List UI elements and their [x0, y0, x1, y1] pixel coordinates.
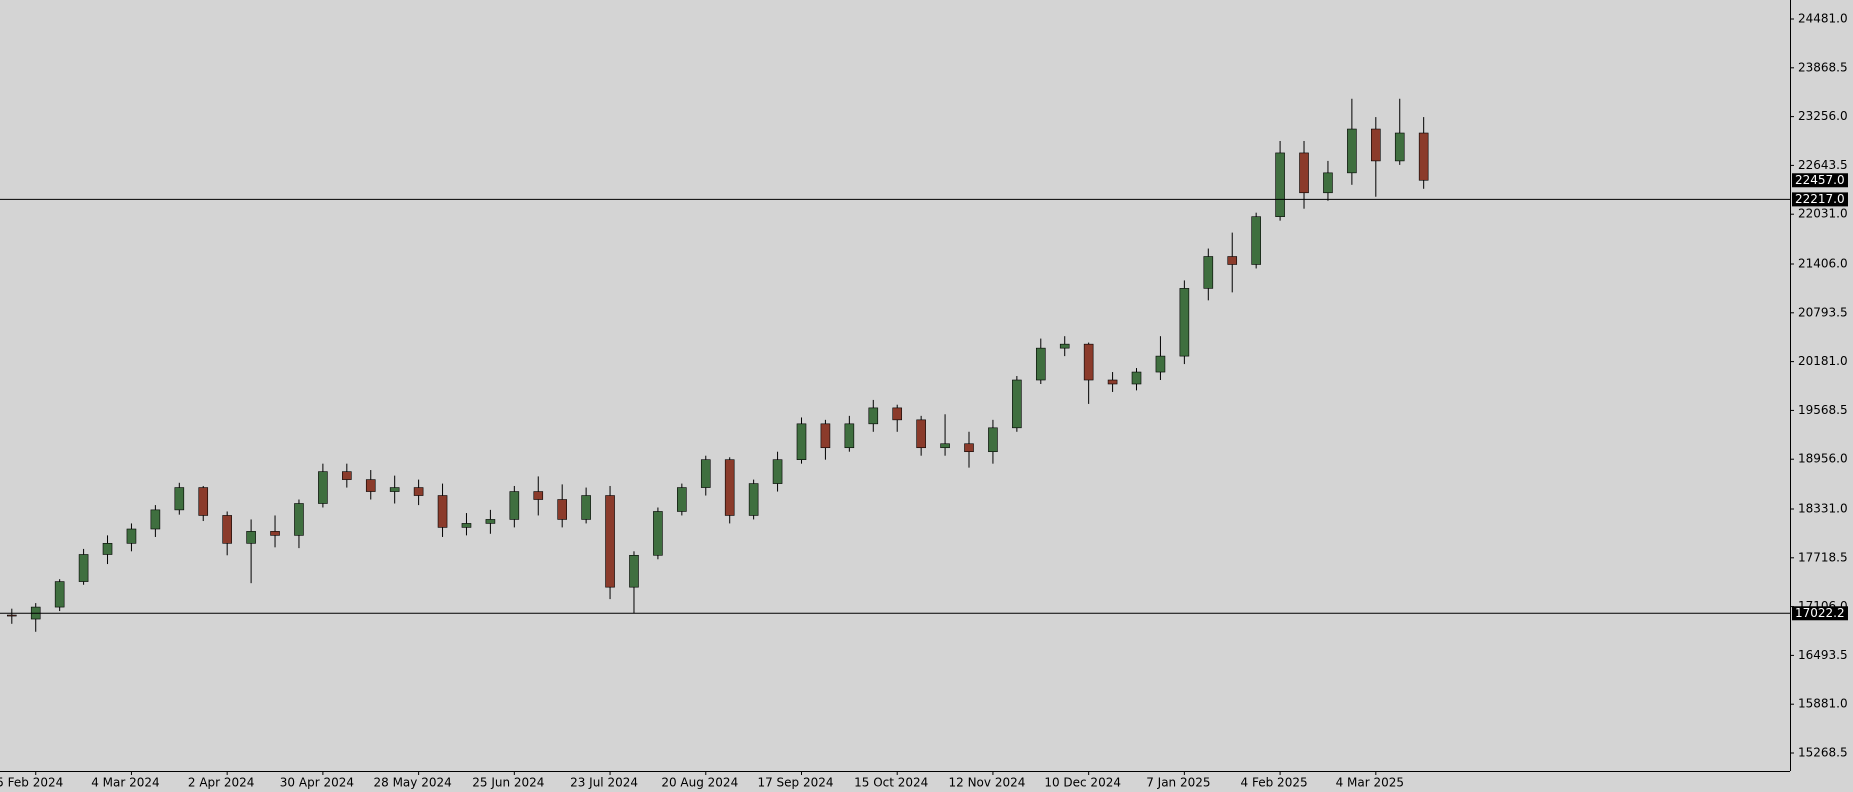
candle-body — [1107, 379, 1118, 385]
candle-body — [389, 487, 400, 492]
candle-body — [1227, 256, 1238, 265]
x-tick-label: 12 Nov 2024 — [949, 776, 1026, 790]
candle-body — [1394, 132, 1405, 162]
y-tick-label: 24481.0 — [1798, 12, 1848, 26]
candle-body — [7, 614, 17, 617]
candle-body — [413, 487, 424, 496]
y-tick-label: 18956.0 — [1798, 452, 1848, 466]
y-tick-label: 15268.5 — [1798, 746, 1848, 760]
candle-body — [461, 523, 472, 528]
x-tick-label: 4 Mar 2025 — [1336, 776, 1404, 790]
candle-body — [1371, 128, 1381, 162]
candle-body — [677, 487, 687, 512]
candle-body — [892, 407, 903, 421]
candle-body — [653, 511, 663, 556]
candle-body — [246, 531, 256, 544]
candle-body — [1035, 347, 1046, 381]
price-label: 22217.0 — [1795, 192, 1845, 206]
price-label: 17022.2 — [1795, 606, 1845, 620]
x-tick-label: 4 Feb 2025 — [1241, 776, 1308, 790]
candle-body — [1323, 172, 1333, 194]
candle-body — [988, 427, 998, 453]
y-tick-label: 20181.0 — [1798, 354, 1848, 368]
candle-body — [198, 487, 209, 516]
candle-body — [581, 495, 591, 520]
candle-body — [940, 443, 950, 449]
candle-body — [629, 554, 639, 588]
y-tick-label: 17718.5 — [1798, 550, 1848, 564]
candle-body — [365, 479, 376, 492]
candle-body — [1418, 132, 1429, 181]
y-tick-label: 23256.0 — [1798, 109, 1848, 123]
candle-body — [150, 509, 161, 530]
candle-body — [1179, 288, 1190, 357]
candle-body — [916, 419, 926, 449]
candle-body — [1083, 343, 1094, 381]
candle-body — [1275, 152, 1285, 217]
y-tick-label: 21406.0 — [1798, 257, 1848, 271]
y-tick-label: 22031.0 — [1798, 207, 1848, 221]
candle-body — [1203, 256, 1214, 289]
candle-body — [605, 495, 615, 588]
x-tick-label: 10 Dec 2024 — [1044, 776, 1121, 790]
x-tick-label: 17 Sep 2024 — [757, 776, 833, 790]
x-tick-label: 4 Mar 2024 — [91, 776, 159, 790]
candle-body — [1299, 152, 1309, 194]
candle-body — [126, 528, 137, 544]
candle-body — [700, 459, 711, 488]
x-tick-label: 5 Feb 2024 — [0, 776, 63, 790]
x-tick-label: 30 Apr 2024 — [280, 776, 354, 790]
candle-body — [485, 519, 496, 524]
y-tick-label: 19568.5 — [1798, 403, 1848, 417]
candle-body — [54, 581, 65, 608]
candle-body — [772, 459, 783, 484]
candle-body — [1347, 128, 1357, 174]
x-tick-label: 25 Jun 2024 — [472, 776, 544, 790]
y-tick-label: 15881.0 — [1798, 697, 1848, 711]
candle-body — [1155, 355, 1166, 373]
x-tick-label: 20 Aug 2024 — [661, 776, 738, 790]
candle-body — [844, 423, 855, 449]
candle-body — [342, 471, 352, 480]
x-tick-label: 7 Jan 2025 — [1146, 776, 1210, 790]
x-tick-label: 15 Oct 2024 — [854, 776, 928, 790]
candle-body — [270, 531, 280, 536]
x-tick-label: 2 Apr 2024 — [188, 776, 255, 790]
candle-body — [102, 543, 113, 555]
x-tick-label: 28 May 2024 — [373, 776, 451, 790]
candle-body — [222, 515, 232, 544]
y-tick-label: 18331.0 — [1798, 501, 1848, 515]
candle-body — [748, 483, 759, 516]
y-tick-label: 20793.5 — [1798, 305, 1848, 319]
candle-body — [1012, 379, 1022, 429]
last-price-label: 22457.0 — [1795, 173, 1845, 187]
y-tick-label: 22643.5 — [1798, 158, 1848, 172]
candle-body — [1251, 216, 1261, 265]
candle-body — [1059, 343, 1070, 349]
candle-body — [509, 491, 520, 520]
last-price-box — [1792, 173, 1848, 188]
candle-body — [533, 491, 544, 500]
candle-body — [174, 487, 185, 511]
candle-body — [820, 423, 831, 449]
candle-body — [294, 503, 304, 536]
candle-body — [796, 423, 807, 460]
candle-body — [557, 499, 567, 520]
candle-body — [78, 554, 89, 582]
candle-body — [964, 443, 974, 453]
x-tick-label: 23 Jul 2024 — [570, 776, 638, 790]
candle-body — [1131, 371, 1142, 385]
price-label-box — [1792, 606, 1848, 621]
candle-body — [437, 495, 448, 528]
y-tick-label: 23868.5 — [1798, 60, 1848, 74]
price-label-box — [1792, 192, 1848, 207]
candle-body — [724, 459, 735, 516]
y-tick-label: 16493.5 — [1798, 648, 1848, 662]
candle-body — [318, 471, 328, 504]
candle-body — [868, 407, 879, 425]
